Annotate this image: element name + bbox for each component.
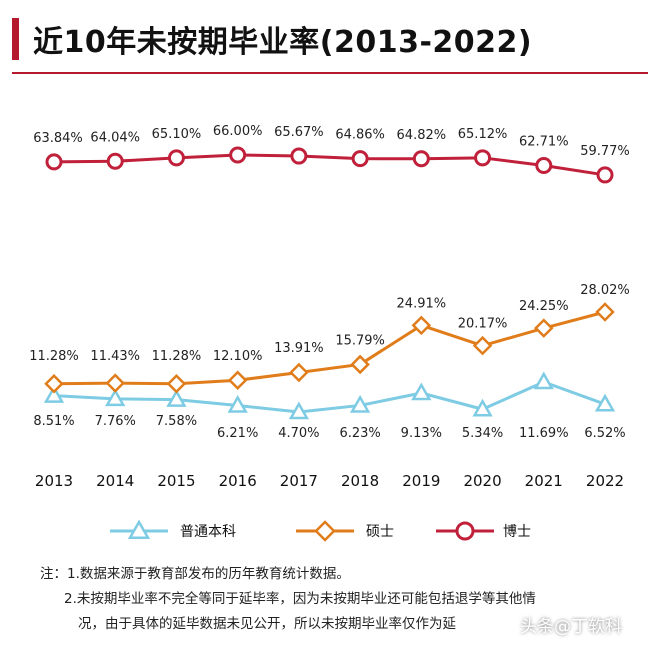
data-point-0-6 xyxy=(411,382,432,401)
note-line-3: 况，由于具体的延毕数据未见公开，所以未按期毕业率仅作为延 xyxy=(78,616,456,632)
data-point-2-3 xyxy=(229,146,247,164)
data-label-2-4: 65.67% xyxy=(274,125,324,140)
data-point-0-9 xyxy=(594,393,616,412)
title-divider xyxy=(12,72,648,74)
data-label-1-5: 15.79% xyxy=(335,333,385,348)
data-label-0-0: 8.51% xyxy=(33,414,74,429)
x-tick-label-7: 2020 xyxy=(463,472,501,490)
data-label-2-7: 65.12% xyxy=(458,127,508,142)
x-tick-label-1: 2014 xyxy=(96,472,134,490)
legend-label-0: 普通本科 xyxy=(180,524,236,540)
note-line-1: 注：1.数据来源于教育部发布的历年教育统计数据。 xyxy=(40,566,350,582)
data-label-1-3: 12.10% xyxy=(213,349,263,364)
data-label-1-8: 24.25% xyxy=(519,299,569,314)
data-point-1-4 xyxy=(289,362,309,383)
data-label-0-5: 6.23% xyxy=(339,426,380,441)
data-label-2-2: 65.10% xyxy=(152,127,202,142)
data-point-2-2 xyxy=(167,149,185,167)
data-label-0-6: 9.13% xyxy=(401,426,442,441)
x-tick-label-6: 2019 xyxy=(402,472,440,490)
data-point-2-0 xyxy=(45,153,63,171)
data-point-2-4 xyxy=(290,147,308,165)
data-label-2-8: 62.71% xyxy=(519,135,569,150)
data-point-1-7 xyxy=(472,335,493,356)
source-watermark: 头条@丁软科 xyxy=(520,617,622,637)
x-tick-label-0: 2013 xyxy=(35,472,73,490)
data-label-1-6: 24.91% xyxy=(397,296,447,311)
data-label-1-7: 20.17% xyxy=(458,317,508,332)
line-chart: 8.51% 7.76% 7.58% 6.21% 4.70% 6.23% 9.13% 5.34%… xyxy=(29,124,630,542)
data-label-2-0: 63.84% xyxy=(33,131,83,146)
page-title: 近10年未按期毕业率(2013-2022) xyxy=(33,25,533,60)
legend-marker-2 xyxy=(455,521,475,541)
data-point-1-3 xyxy=(227,370,248,391)
x-tick-label-2: 2015 xyxy=(157,472,195,490)
data-label-0-4: 4.70% xyxy=(278,426,319,441)
x-tick-label-9: 2022 xyxy=(586,472,624,490)
data-label-2-3: 66.00% xyxy=(213,124,263,139)
data-label-0-2: 7.58% xyxy=(156,414,197,429)
data-label-2-1: 64.04% xyxy=(90,130,140,145)
legend-marker-0 xyxy=(127,519,151,539)
data-point-2-5 xyxy=(351,150,369,168)
x-tick-label-4: 2017 xyxy=(280,472,318,490)
x-tick-label-5: 2018 xyxy=(341,472,379,490)
data-label-1-4: 13.91% xyxy=(274,341,324,356)
data-label-0-3: 6.21% xyxy=(217,426,258,441)
title-row: 近10年未按期毕业率(2013-2022) xyxy=(12,10,532,68)
legend-marker-1 xyxy=(314,520,336,542)
series-line-0 xyxy=(53,380,606,414)
legend-label-2: 博士 xyxy=(503,523,531,540)
data-label-2-9: 59.77% xyxy=(580,144,630,159)
data-point-1-1 xyxy=(105,373,125,393)
series-line-2 xyxy=(53,153,606,177)
data-point-0-0 xyxy=(43,385,65,403)
notes: 注：1.数据来源于教育部发布的历年教育统计数据。 2.未按期毕业率不完全等同于延… xyxy=(40,562,640,637)
title-accent-bar xyxy=(12,18,19,60)
data-point-1-0 xyxy=(44,374,64,394)
data-point-0-7 xyxy=(472,398,493,417)
data-point-2-7 xyxy=(474,149,492,167)
data-label-1-1: 11.43% xyxy=(90,349,140,364)
series-line-1 xyxy=(53,310,606,386)
data-label-2-6: 64.82% xyxy=(397,128,447,143)
data-label-1-0: 11.28% xyxy=(29,349,79,364)
data-label-2-5: 64.86% xyxy=(335,128,385,143)
data-point-0-8 xyxy=(533,371,554,390)
data-point-1-8 xyxy=(534,318,554,338)
x-tick-label-8: 2021 xyxy=(525,472,563,490)
data-label-0-7: 5.34% xyxy=(462,426,503,441)
data-label-0-1: 7.76% xyxy=(95,414,136,429)
data-point-1-9 xyxy=(595,302,615,322)
data-point-0-2 xyxy=(166,389,187,407)
data-point-1-2 xyxy=(166,374,187,394)
x-tick-label-3: 2016 xyxy=(219,472,257,490)
data-label-0-9: 6.52% xyxy=(584,426,625,441)
data-point-0-5 xyxy=(349,394,371,413)
note-line-2: 2.未按期毕业率不完全等同于延毕率，因为未按期毕业还可能包括退学等其他情 xyxy=(64,591,536,607)
data-point-2-6 xyxy=(412,150,430,168)
data-point-0-3 xyxy=(227,395,248,413)
data-label-1-2: 11.28% xyxy=(152,349,202,364)
data-point-0-1 xyxy=(105,388,126,407)
data-point-1-5 xyxy=(350,354,370,375)
data-label-0-8: 11.69% xyxy=(519,426,569,441)
data-point-0-4 xyxy=(288,401,310,420)
data-point-2-1 xyxy=(106,152,124,170)
data-label-1-9: 28.02% xyxy=(580,283,630,298)
data-point-1-6 xyxy=(411,315,432,336)
data-point-2-9 xyxy=(596,166,614,184)
legend-label-1: 硕士 xyxy=(366,524,394,540)
data-point-2-8 xyxy=(535,157,553,175)
